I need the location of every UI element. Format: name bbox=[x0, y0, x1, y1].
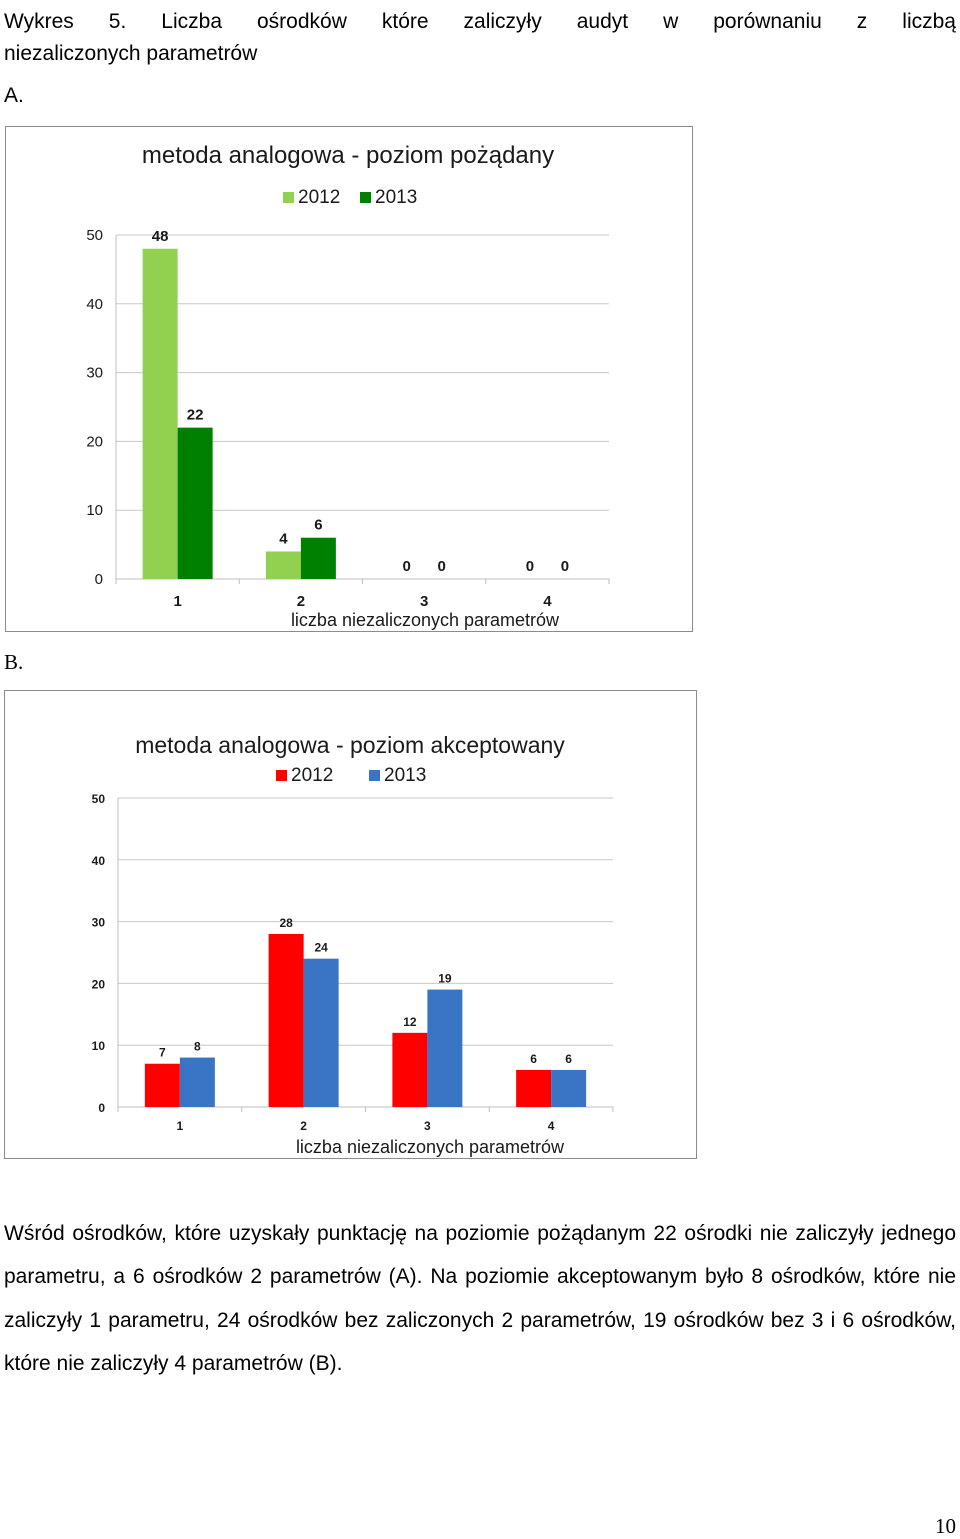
y-tick-label-50: 50 bbox=[86, 227, 103, 244]
bar-2013-cat-2 bbox=[300, 537, 336, 579]
section-label-b: B. bbox=[4, 650, 24, 674]
chart-b: metoda analogowa - poziom akceptowany201… bbox=[92, 732, 614, 1157]
chart-title: metoda analogowa - poziom pożądany bbox=[142, 142, 554, 169]
section-label-a: A. bbox=[4, 84, 24, 107]
y-tick-label-10: 10 bbox=[86, 502, 103, 519]
x-axis-title: liczba niezaliczonych parametrów bbox=[296, 1137, 565, 1157]
y-tick-label-30: 30 bbox=[92, 916, 106, 930]
figure-heading-line1: Wykres 5. Liczba ośrodków które zaliczył… bbox=[4, 10, 956, 33]
y-tick-label-0: 0 bbox=[95, 571, 103, 588]
bar-2012-cat-1 bbox=[144, 1063, 180, 1107]
legend-swatch-2012 bbox=[276, 770, 287, 781]
data-label-2013-cat-2: 6 bbox=[314, 517, 322, 534]
bar-2013-cat-1 bbox=[177, 427, 213, 579]
y-tick-label-20: 20 bbox=[86, 433, 103, 450]
x-tick-label-3: 3 bbox=[420, 593, 428, 610]
figure-heading: Wykres 5. Liczba ośrodków które zaliczył… bbox=[4, 0, 956, 43]
data-label-2012-cat-3: 12 bbox=[403, 1015, 417, 1029]
chart-b-frame: metoda analogowa - poziom akceptowany 201… bbox=[4, 690, 697, 1159]
data-label-2012-cat-4: 6 bbox=[530, 1052, 537, 1066]
bar-2013-cat-1 bbox=[179, 1057, 215, 1107]
x-tick-label-4: 4 bbox=[543, 593, 552, 610]
y-tick-label-40: 40 bbox=[92, 854, 106, 868]
y-tick-label-20: 20 bbox=[92, 977, 106, 991]
data-label-2012-cat-2: 4 bbox=[279, 530, 288, 547]
legend-swatch-2012 bbox=[283, 192, 294, 203]
x-axis-title: liczba niezaliczonych parametrów bbox=[291, 610, 560, 630]
legend-swatch-2013 bbox=[369, 770, 380, 781]
legend-swatch-2013 bbox=[360, 192, 371, 203]
legend-label-2012: 2012 bbox=[291, 765, 333, 786]
chart-a-frame: metoda analogowa - poziom pożądany 2012 20… bbox=[5, 126, 693, 632]
bar-2013-cat-4 bbox=[551, 1069, 587, 1107]
data-label-2013-cat-4: 0 bbox=[561, 558, 569, 575]
bar-2012-cat-2 bbox=[268, 933, 304, 1107]
data-label-2013-cat-3: 0 bbox=[437, 558, 445, 575]
data-label-2013-cat-2: 24 bbox=[314, 941, 328, 955]
data-label-2012-cat-1: 48 bbox=[152, 228, 169, 245]
data-label-2012-cat-4: 0 bbox=[526, 558, 534, 575]
data-label-2012-cat-3: 0 bbox=[402, 558, 410, 575]
y-tick-label-30: 30 bbox=[86, 365, 103, 382]
page-number: 10 bbox=[935, 1514, 956, 1538]
bar-2012-cat-1 bbox=[142, 248, 178, 579]
data-label-2012-cat-1: 7 bbox=[159, 1046, 166, 1060]
x-tick-label-2: 2 bbox=[300, 1119, 307, 1133]
figure-heading-line2: niezaliczonych parametrów bbox=[4, 42, 258, 65]
y-tick-label-40: 40 bbox=[86, 296, 103, 313]
x-tick-label-1: 1 bbox=[177, 1119, 184, 1133]
y-tick-label-0: 0 bbox=[98, 1101, 105, 1115]
x-tick-label-3: 3 bbox=[424, 1119, 431, 1133]
legend-label-2013: 2013 bbox=[384, 765, 426, 786]
bar-2013-cat-2 bbox=[303, 958, 339, 1107]
y-tick-label-50: 50 bbox=[92, 792, 106, 806]
data-label-2012-cat-2: 28 bbox=[279, 916, 293, 930]
y-tick-label-10: 10 bbox=[92, 1039, 106, 1053]
x-tick-label-2: 2 bbox=[297, 593, 305, 610]
data-label-2013-cat-1: 8 bbox=[194, 1040, 201, 1054]
description-paragraph: Wśród ośrodków, które uzyskały punktację… bbox=[4, 1222, 956, 1375]
data-label-2013-cat-3: 19 bbox=[438, 972, 452, 986]
bar-2012-cat-2 bbox=[265, 551, 301, 579]
legend-label-2013: 2013 bbox=[375, 187, 417, 208]
bar-2012-cat-3 bbox=[392, 1032, 428, 1107]
x-tick-label-1: 1 bbox=[173, 593, 181, 610]
data-label-2013-cat-1: 22 bbox=[187, 407, 204, 424]
data-label-2013-cat-4: 6 bbox=[565, 1052, 572, 1066]
legend-label-2012: 2012 bbox=[298, 187, 340, 208]
bar-2013-cat-3 bbox=[427, 989, 463, 1107]
bar-2012-cat-4 bbox=[516, 1069, 552, 1107]
x-tick-label-4: 4 bbox=[548, 1119, 555, 1133]
chart-title: metoda analogowa - poziom akceptowany bbox=[135, 732, 565, 758]
